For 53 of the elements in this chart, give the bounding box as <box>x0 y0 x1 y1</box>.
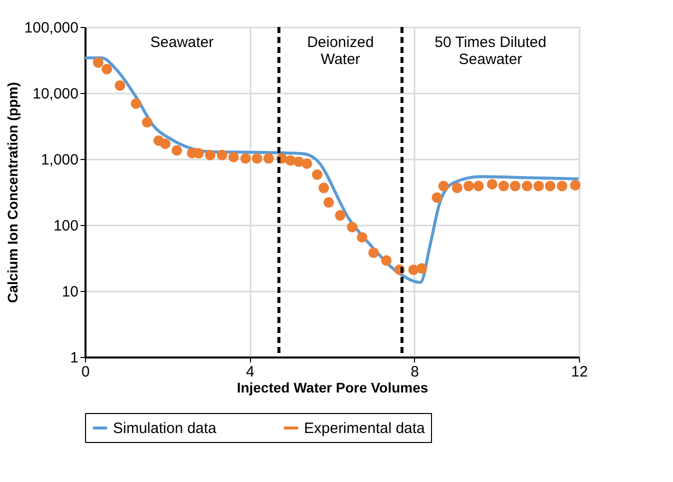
y-axis-title: Calcium Ion Concentration (ppm) <box>4 82 20 303</box>
point <box>318 182 330 194</box>
point <box>142 117 152 128</box>
y-tick-label: 10 <box>62 284 78 300</box>
point <box>323 197 334 208</box>
point <box>334 210 346 221</box>
y-tick-label: 100,000 <box>24 20 78 36</box>
point <box>204 150 216 160</box>
point <box>263 153 274 164</box>
point <box>544 180 556 192</box>
point <box>556 180 568 192</box>
point <box>228 152 239 162</box>
x-tick-label: 8 <box>410 364 420 380</box>
point <box>240 153 251 164</box>
point <box>114 80 126 91</box>
annotation: Seawater <box>150 34 214 51</box>
annotation: Deionized Water <box>307 34 374 68</box>
point <box>473 180 484 192</box>
y-tick-label: 1,000 <box>40 152 78 168</box>
y-tick-label: 1 <box>70 350 78 366</box>
point <box>438 180 449 192</box>
point <box>92 57 104 68</box>
x-tick-label: 0 <box>81 364 90 380</box>
point <box>216 150 228 160</box>
point <box>463 180 474 192</box>
x-axis-title: Injected Water Pore Volumes <box>236 380 428 396</box>
annotation: 50 Times Diluted Seawater <box>434 34 546 68</box>
point <box>252 153 262 164</box>
y-tick-label: 100 <box>53 218 78 234</box>
point <box>130 98 142 109</box>
point <box>533 180 544 192</box>
point <box>498 180 509 192</box>
point <box>102 64 112 74</box>
point <box>302 158 312 169</box>
point <box>432 192 442 203</box>
point <box>160 138 171 150</box>
x-tick-label: 12 <box>571 364 588 380</box>
point <box>381 255 392 266</box>
point <box>486 178 498 190</box>
point <box>346 222 358 232</box>
x-tick-label: 4 <box>246 364 254 380</box>
point <box>172 145 182 156</box>
point <box>452 182 462 194</box>
legend-label: Simulation data <box>113 420 218 437</box>
point <box>312 169 322 180</box>
point <box>416 263 427 274</box>
point <box>510 180 520 192</box>
point <box>570 180 581 190</box>
legend-label: Experimental data <box>304 420 426 437</box>
point <box>368 248 379 258</box>
point <box>522 180 532 192</box>
point <box>356 232 368 243</box>
y-tick-label: 10,000 <box>32 86 78 102</box>
